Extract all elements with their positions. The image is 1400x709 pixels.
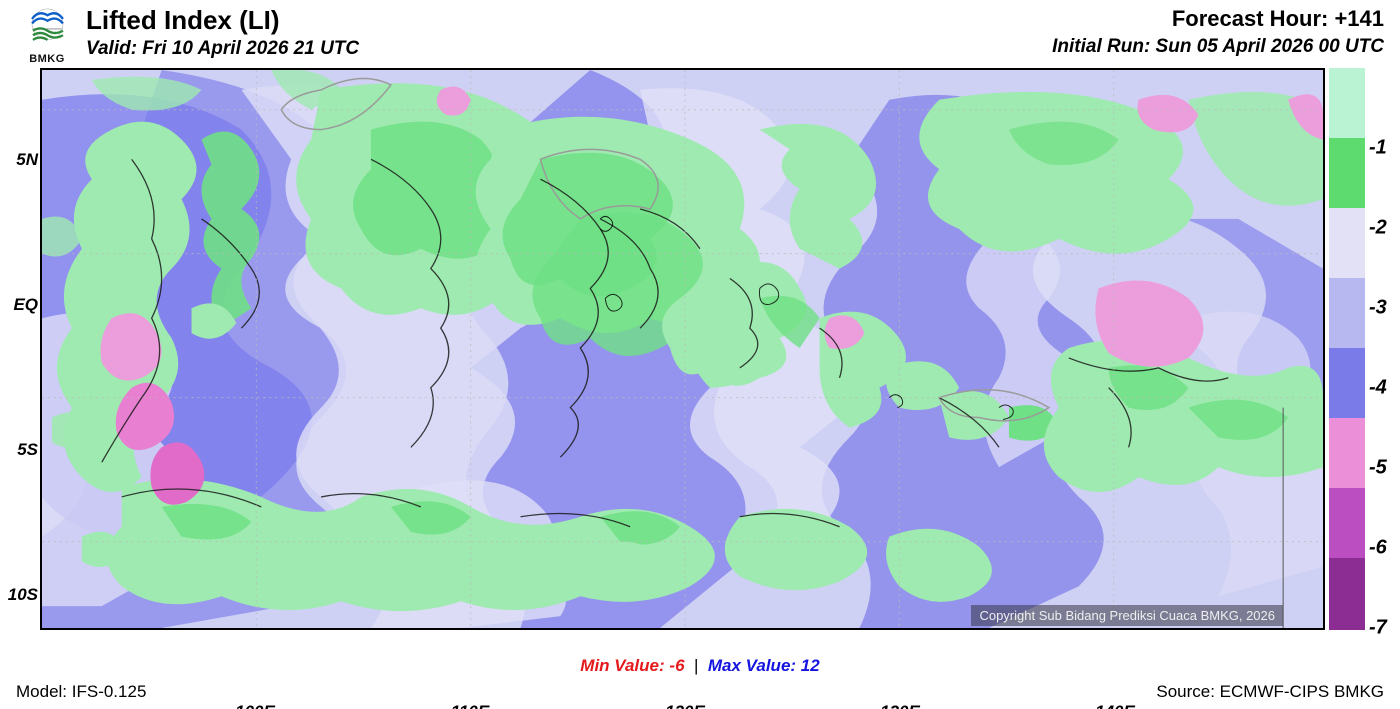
colorbar-label-3: -3	[1369, 297, 1387, 320]
map-svg-canvas	[42, 70, 1323, 628]
weather-map-page: { "header": { "title": "Lifted Index (LI…	[0, 0, 1400, 709]
colorbar-label-6: -6	[1369, 537, 1387, 560]
min-max-values: Min Value: -6 | Max Value: 12	[0, 656, 1400, 676]
y-tick-5N: 5N	[2, 150, 38, 170]
colorbar-label-1: -1	[1369, 137, 1387, 160]
initial-run-label: Initial Run: Sun 05 April 2026 00 UTC	[1052, 36, 1384, 58]
y-tick-10S: 10S	[2, 585, 38, 605]
bmkg-logo: BMKG	[16, 8, 78, 65]
colorbar-segment-neg1	[1329, 138, 1365, 208]
colorbar-segment-neg5	[1329, 418, 1365, 488]
colorbar-segment-bottom	[1329, 558, 1365, 630]
colorbar-segment-neg2	[1329, 208, 1365, 278]
colorbar-label-4: -4	[1369, 377, 1387, 400]
colorbar-gradient	[1329, 68, 1365, 630]
header-title-group: Lifted Index (LI) Valid: Fri 10 April 20…	[86, 6, 359, 60]
copyright-overlay: Copyright Sub Bidang Prediksi Cuaca BMKG…	[971, 605, 1283, 626]
colorbar-label-7: -7	[1369, 617, 1387, 640]
colorbar-segment-neg4	[1329, 348, 1365, 418]
footer-bar: Model: IFS-0.125 Min Value: -6 | Max Val…	[0, 654, 1400, 709]
colorbar-label-2: -2	[1369, 217, 1387, 240]
page-title: Lifted Index (LI)	[86, 6, 359, 36]
header-right-group: Forecast Hour: +141 Initial Run: Sun 05 …	[1052, 6, 1384, 58]
forecast-hour-label: Forecast Hour: +141	[1172, 6, 1384, 32]
bmkg-logo-label: BMKG	[16, 53, 78, 65]
header-bar: BMKG Lifted Index (LI) Valid: Fri 10 Apr…	[0, 0, 1400, 68]
colorbar-legend: -1 -2 -3 -4 -5 -6 -7	[1325, 68, 1400, 630]
y-tick-5S: 5S	[2, 440, 38, 460]
map-outer-container: Copyright Sub Bidang Prediksi Cuaca BMKG…	[0, 68, 1400, 630]
colorbar-segment-neg3	[1329, 278, 1365, 348]
colorbar-label-5: -5	[1369, 457, 1387, 480]
bmkg-logo-icon	[20, 8, 75, 48]
max-value-label: Max Value: 12	[708, 656, 820, 675]
weather-map-canvas[interactable]: Copyright Sub Bidang Prediksi Cuaca BMKG…	[40, 68, 1325, 630]
source-label: Source: ECMWF-CIPS BMKG	[1156, 682, 1384, 702]
y-tick-EQ: EQ	[2, 295, 38, 315]
colorbar-segment-top	[1329, 68, 1365, 138]
header-left-group: BMKG Lifted Index (LI) Valid: Fri 10 Apr…	[16, 6, 359, 65]
min-value-label: Min Value: -6	[580, 656, 689, 675]
valid-subtitle: Valid: Fri 10 April 2026 21 UTC	[86, 38, 359, 60]
model-label: Model: IFS-0.125	[16, 682, 146, 702]
colorbar-segment-neg6	[1329, 488, 1365, 558]
